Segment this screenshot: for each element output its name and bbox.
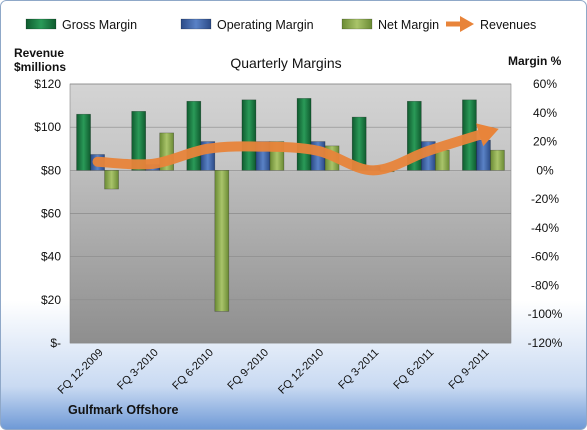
y-left-axis: $120 $100 $80 $60 $40 $20 $- — [34, 77, 61, 350]
y-right-label: Margin % — [508, 54, 562, 68]
y-right-tick-label: -60% — [531, 250, 559, 264]
y-right-tick-label: -40% — [531, 221, 559, 235]
legend-label-net-margin: Net Margin — [378, 18, 439, 32]
legend-swatch-gross-margin — [25, 18, 57, 30]
gross-margin-bar — [296, 98, 312, 171]
y-left-tick-label: $40 — [41, 250, 61, 264]
net-margin-bar — [490, 149, 505, 171]
net-margin-bar — [214, 170, 230, 312]
y-right-tick-label: 60% — [533, 77, 557, 91]
legend: Gross Margin Operating Margin Net Margin Re… — [25, 16, 536, 32]
y-right-tick-label: -100% — [528, 307, 563, 321]
y-right-tick-label: 0% — [536, 163, 554, 177]
y-right-tick-label: -120% — [528, 336, 563, 350]
legend-label-operating-margin: Operating Margin — [217, 18, 314, 32]
y-left-tick-label: $20 — [41, 293, 61, 307]
net-margin-bar — [104, 170, 119, 190]
chart-title: Quarterly Margins — [230, 55, 341, 71]
legend-swatch-operating-margin — [180, 18, 212, 30]
gross-margin-bar — [186, 100, 202, 171]
y-left-tick-label: $80 — [41, 163, 61, 177]
y-right-tick-label: 40% — [533, 106, 557, 120]
legend-label-gross-margin: Gross Margin — [62, 18, 137, 32]
y-left-tick-label: $100 — [34, 120, 61, 134]
gross-margin-bar — [241, 99, 257, 171]
revenue-line — [92, 128, 489, 176]
legend-swatch-revenues-arrow — [460, 16, 474, 32]
y-right-tick-label: -20% — [531, 192, 559, 206]
y-right-tick-label: -80% — [531, 278, 559, 292]
legend-label-revenues: Revenues — [480, 18, 536, 32]
y-left-tick-label: $- — [50, 336, 61, 350]
y-right-axis: 60% 40% 20% 0% -20% -40% -60% -80% -100% -120% — [528, 77, 563, 350]
legend-swatch-net-margin — [341, 18, 373, 30]
revenue-arrowhead — [476, 123, 499, 147]
y-right-tick-label: 20% — [533, 135, 557, 149]
y-left-tick-label: $60 — [41, 207, 61, 221]
net-margin-bar — [435, 149, 450, 171]
y-left-label-line2: $millions — [14, 60, 66, 74]
y-left-tick-label: $120 — [34, 77, 61, 91]
y-left-label-line1: Revenue — [14, 46, 64, 60]
revenue-line-layer — [92, 123, 499, 176]
gross-margin-bar — [131, 111, 146, 171]
footer-company: Gulfmark Offshore — [68, 403, 178, 417]
gross-margin-bar — [76, 113, 91, 171]
